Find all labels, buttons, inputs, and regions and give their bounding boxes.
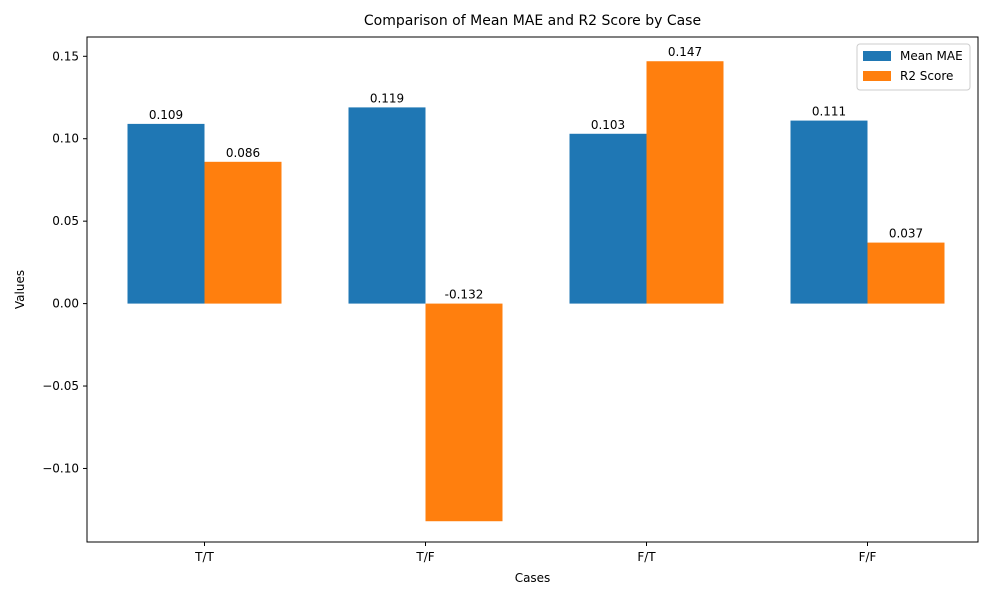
data-label: 0.086 [226, 146, 260, 160]
data-label: -0.132 [445, 288, 484, 302]
plot-area-frame [86, 36, 979, 543]
x-tick-label: F/T [637, 550, 656, 564]
bar-mean-mae-t-f [348, 107, 426, 304]
data-label: 0.103 [591, 118, 625, 132]
x-axis-label: Cases [515, 571, 551, 585]
chart-title: Comparison of Mean MAE and R2 Score by C… [364, 13, 701, 29]
x-tick-label: F/F [859, 550, 877, 564]
y-tick-label: 0.15 [52, 49, 79, 63]
bar-r2-score-t-t [204, 161, 282, 304]
x-tick-label: T/F [415, 550, 434, 564]
y-tick-label: 0.10 [52, 132, 79, 146]
data-label: 0.037 [889, 227, 923, 241]
y-axis: −0.10 −0.05 0.00 0.05 0.10 0.15 [42, 49, 87, 475]
legend-label: Mean MAE [900, 49, 963, 63]
data-label: 0.119 [370, 91, 404, 105]
x-tick-label: T/T [194, 550, 214, 564]
legend-swatch [863, 71, 891, 81]
bars-layer [127, 61, 945, 522]
bar-r2-score-t-f [425, 303, 503, 522]
bar-mean-mae-f-t [569, 133, 647, 304]
bar-r2-score-f-f [867, 242, 945, 304]
data-label: 0.147 [668, 45, 702, 59]
legend-swatch [863, 51, 891, 61]
y-tick-label: 0.00 [52, 297, 79, 311]
y-axis-label: Values [13, 270, 27, 309]
data-label: 0.111 [812, 105, 846, 119]
y-tick-label: −0.05 [42, 379, 79, 393]
legend: Mean MAE R2 Score [856, 43, 971, 91]
x-axis: T/T T/F F/T F/F [194, 542, 877, 564]
legend-label: R2 Score [900, 69, 953, 83]
data-labels-layer: 0.109 0.086 0.119 -0.132 0.103 0.147 0.111 0.03… [149, 45, 923, 301]
data-label: 0.109 [149, 108, 183, 122]
bar-mean-mae-f-f [790, 120, 868, 304]
y-tick-label: 0.05 [52, 214, 79, 228]
y-tick-label: −0.10 [42, 461, 79, 475]
bar-mean-mae-t-t [127, 123, 205, 304]
bar-r2-score-f-t [646, 61, 724, 304]
